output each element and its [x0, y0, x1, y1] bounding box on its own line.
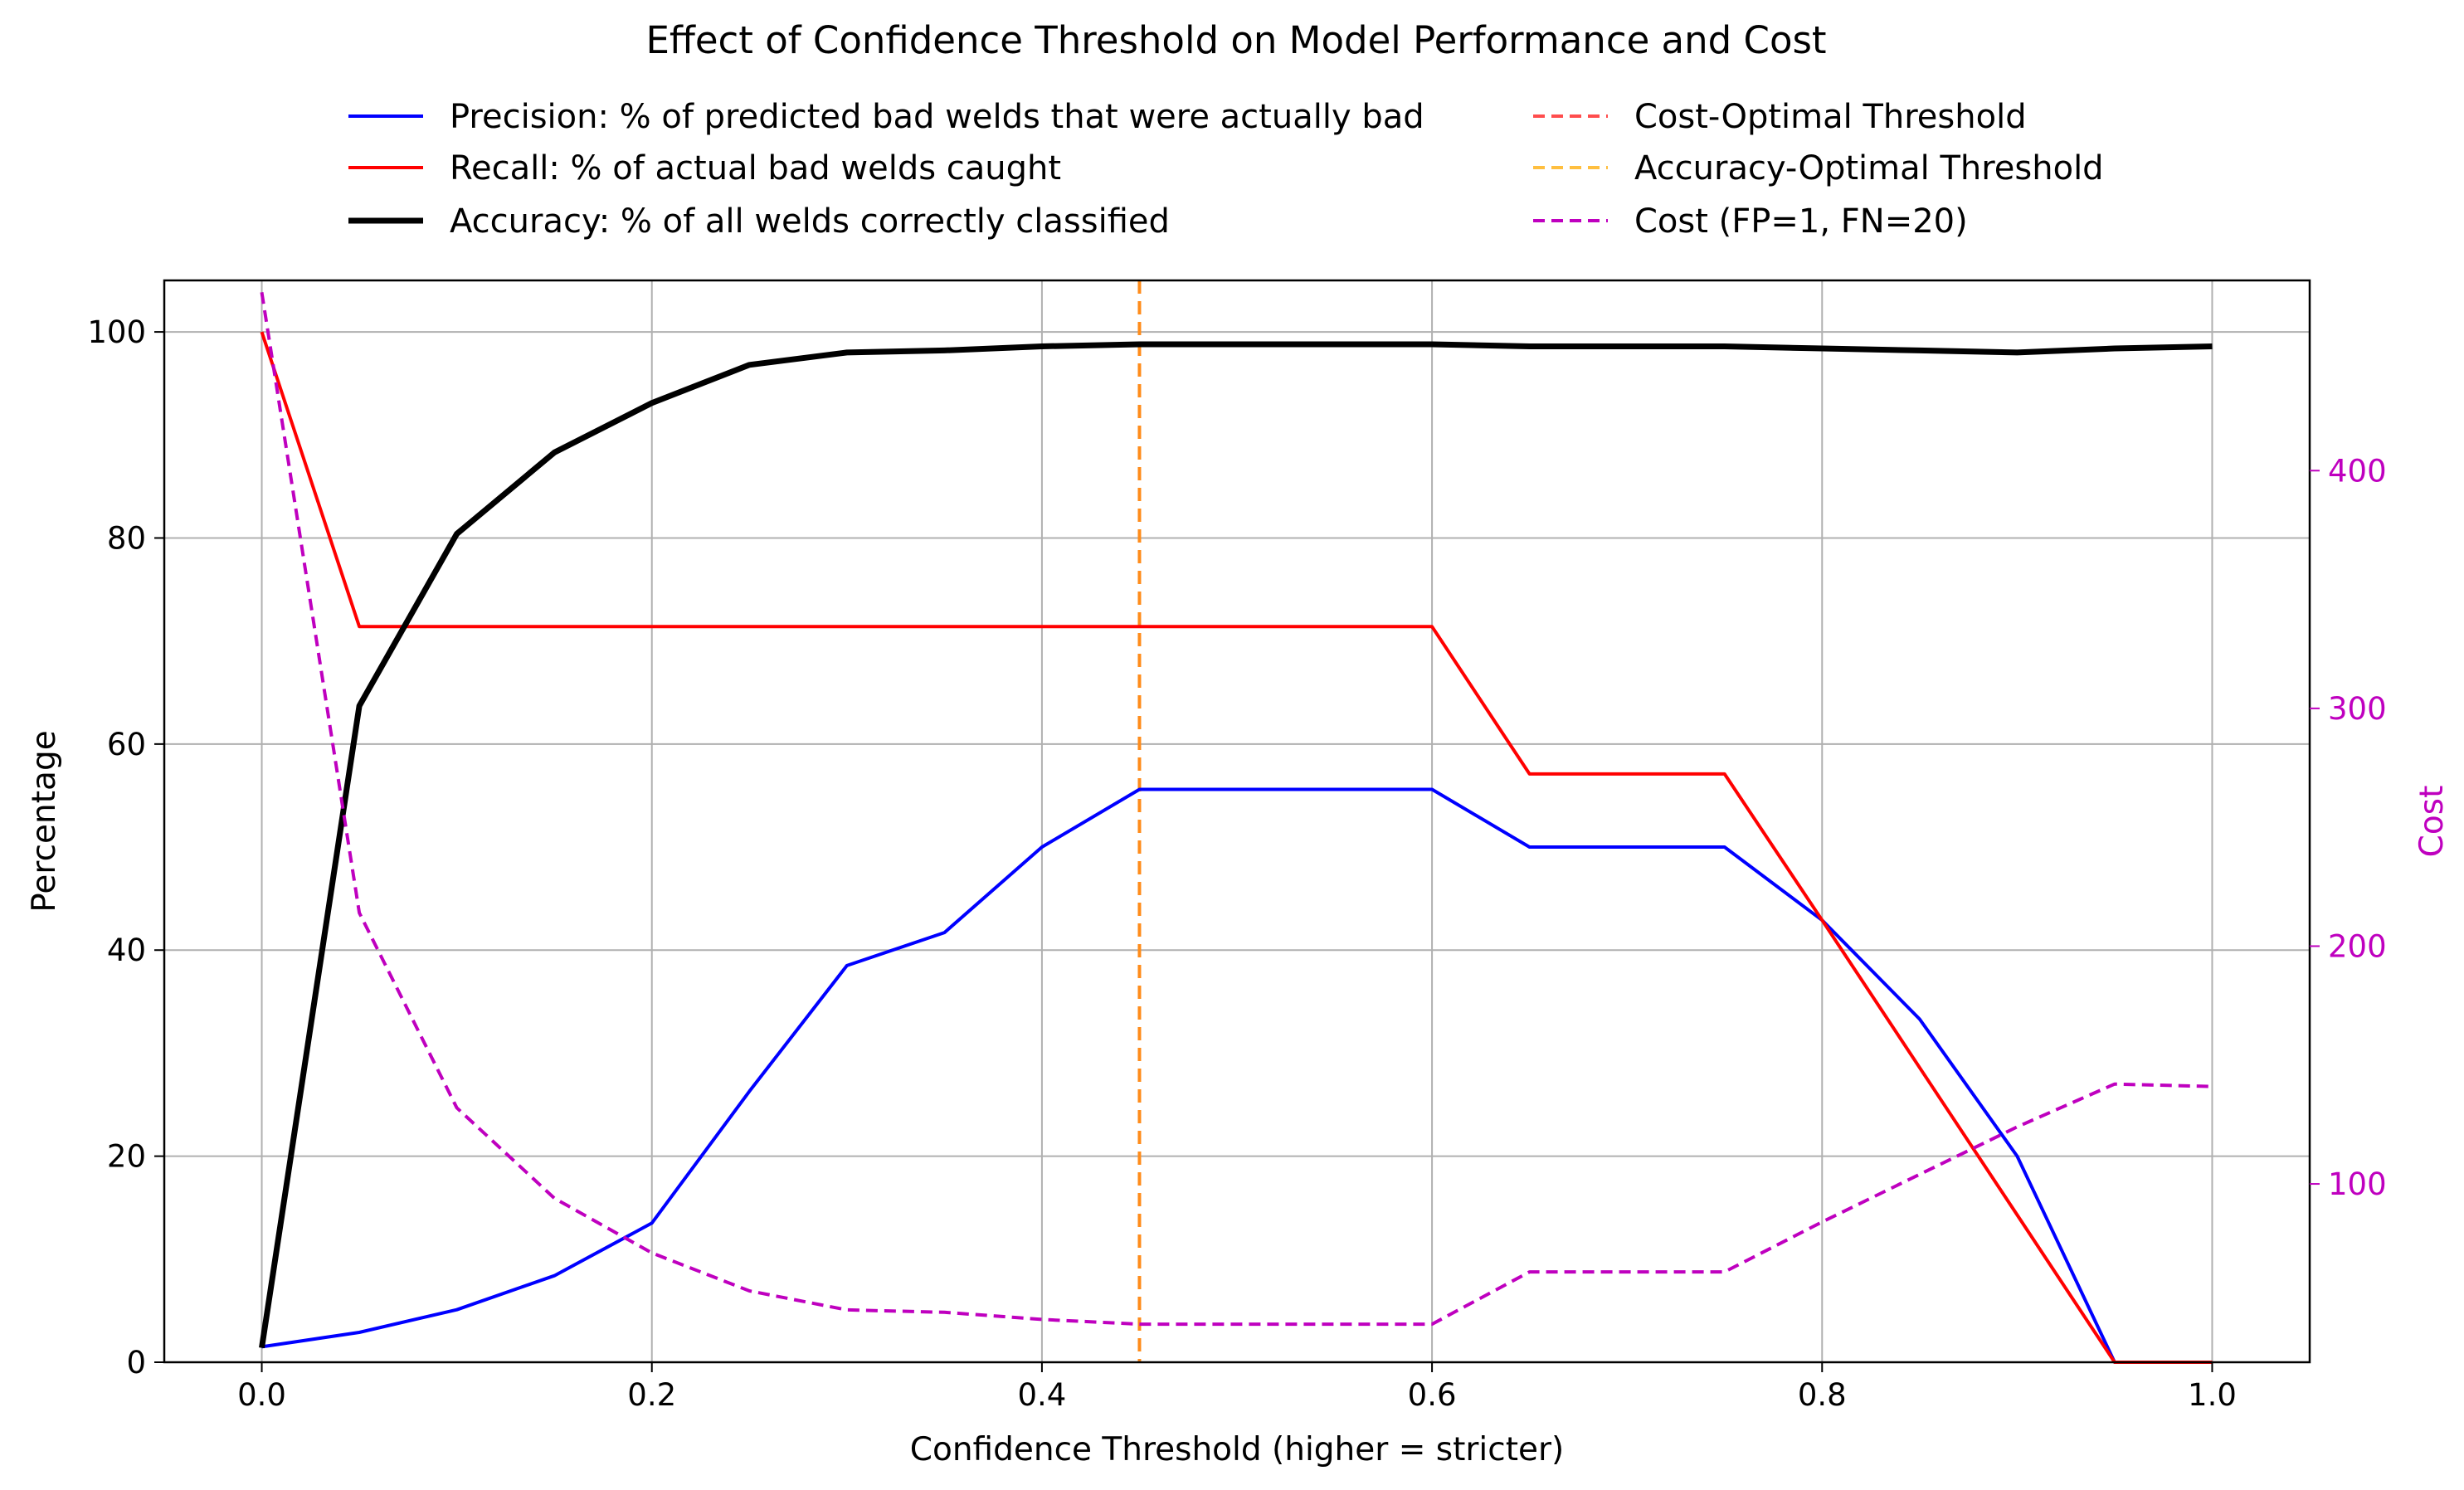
- y-tick-label: 100: [87, 314, 146, 350]
- precision-line: [261, 787, 2213, 1364]
- legend-label-accuracy: Accuracy: % of all welds correctly class…: [450, 202, 1170, 241]
- legend-label-cost-optimal: Cost-Optimal Threshold: [1634, 98, 2027, 136]
- y-tick-label: 20: [107, 1139, 146, 1175]
- chart-marks: [259, 280, 2213, 1364]
- y2-axis-title: Cost: [2413, 786, 2451, 858]
- legend-label-recall: Recall: % of actual bad welds caught: [450, 149, 1061, 187]
- x-tick-label: 0.4: [1017, 1377, 1066, 1413]
- legend-label-precision: Precision: % of predicted bad welds that…: [450, 98, 1424, 136]
- axis-ticks: 0.0 0.2 0.4 0.6 0.8 1.0 0 20 40 60 80 100 100 200 300 4…: [87, 314, 2386, 1413]
- recall-line: [260, 331, 2213, 1364]
- x-tick-label: 0.0: [237, 1377, 286, 1413]
- x-tick-label: 0.8: [1798, 1377, 1847, 1413]
- plot-frame: [163, 279, 2311, 1364]
- legend: Precision: % of predicted bad welds that…: [348, 98, 2104, 241]
- y2-tick-label: 300: [2328, 691, 2387, 727]
- x-axis-title: Confidence Threshold (higher = stricter): [910, 1431, 1564, 1468]
- y2-tick-label: 400: [2328, 453, 2387, 489]
- legend-label-cost: Cost (FP=1, FN=20): [1634, 202, 1968, 241]
- y-tick-label: 0: [126, 1345, 146, 1380]
- x-tick-label: 0.6: [1408, 1377, 1457, 1413]
- y2-tick-label: 200: [2328, 928, 2387, 964]
- y-axis-title: Percentage: [26, 730, 63, 912]
- x-tick-label: 0.2: [627, 1377, 676, 1413]
- y-tick-label: 40: [107, 932, 146, 968]
- accuracy-line: [259, 341, 2213, 1349]
- legend-label-accuracy-optimal: Accuracy-Optimal Threshold: [1634, 149, 2104, 187]
- cost-line: [260, 291, 2213, 1327]
- y-tick-label: 60: [107, 727, 146, 762]
- chart-title: Effect of Confidence Threshold on Model …: [645, 18, 1826, 62]
- x-tick-label: 1.0: [2188, 1377, 2237, 1413]
- y2-tick-label: 100: [2328, 1166, 2387, 1202]
- y-tick-label: 80: [107, 520, 146, 556]
